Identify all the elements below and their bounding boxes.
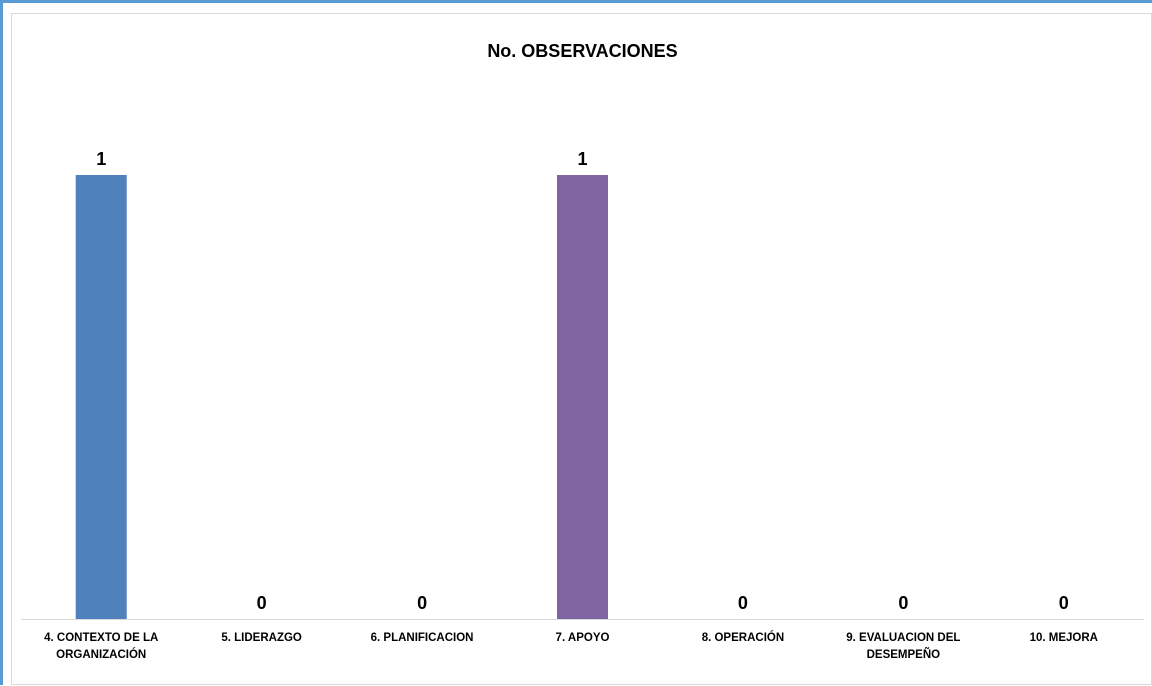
data-label: 1 — [96, 149, 106, 169]
data-label: 0 — [417, 593, 427, 613]
data-label: 1 — [577, 149, 587, 169]
category-label: 10. MEJORA — [1030, 632, 1098, 644]
category-label: 5. LIDERAZGO — [221, 632, 302, 644]
bar — [557, 175, 608, 619]
category-label: 7. APOYO — [556, 632, 610, 644]
chart-title: No. OBSERVACIONES — [487, 41, 677, 61]
data-label: 0 — [1059, 593, 1069, 613]
bar — [75, 175, 127, 619]
category-label: 8. OPERACIÓN — [702, 631, 784, 644]
chart-area: No. OBSERVACIONES 1 0 0 1 0 0 0 4. CONTEXTO DE… — [11, 13, 1152, 685]
data-labels-group: 1 0 0 1 0 0 0 — [96, 149, 1069, 613]
category-label: 4. CONTEXTO DE LA ORGANIZACIÓN — [44, 632, 158, 661]
data-label: 0 — [257, 593, 267, 613]
category-labels-group: 4. CONTEXTO DE LA ORGANIZACIÓN 5. LIDERAZG… — [44, 631, 1098, 661]
category-label: 9. EVALUACION DEL DESEMPEÑO — [846, 632, 960, 661]
data-label: 0 — [898, 593, 908, 613]
category-label: 6. PLANIFICACION — [371, 632, 474, 644]
bar-chart: No. OBSERVACIONES 1 0 0 1 0 0 0 4. CONTEXTO DE… — [21, 41, 1144, 661]
data-label: 0 — [738, 593, 748, 613]
bars-group — [75, 175, 608, 619]
